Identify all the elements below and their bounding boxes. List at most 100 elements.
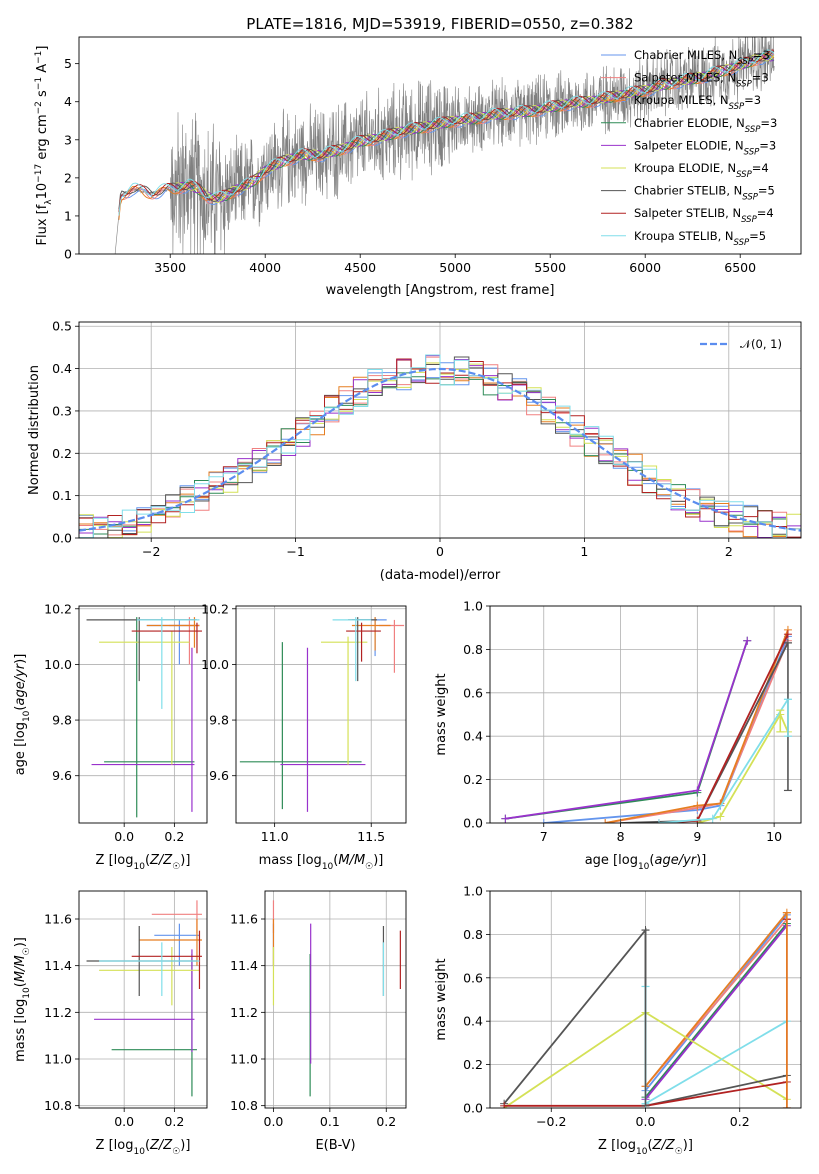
x-tick-label: 8 [617,829,625,844]
y-tick-label: 0.6 [463,685,483,700]
mass-weight-line [658,698,789,823]
legend-label: Chabrier ELODIE, NSSP=3 [634,116,777,135]
age-vs-Z-axes: 0.0 0.29.69.810.010.2Z [log10(Z/Z☉)]age [… [13,601,208,872]
axes-frame [78,605,208,824]
label-part: )] [373,853,383,868]
y-axis-label: Flux [fλ10−17 erg cm−2 s−1 A−1] [34,46,54,246]
x-tick-label: −1 [286,544,304,559]
x-tick-label: 3500 [154,260,186,275]
y-tick-label: 0 [64,247,72,262]
label-part: A [35,64,50,77]
mass-weight-line [605,629,789,823]
x-axis-label: Z [log10(Z/Z☉)] [96,853,191,872]
legend-part: =3 [759,138,776,152]
age-vs-mass-plot-area [239,617,405,812]
y-tick-label: 0.2 [463,1057,483,1072]
x-tick-label: 0.2 [164,829,184,844]
label-part: mass [log [13,999,28,1062]
label-part: Z [log [96,1138,134,1153]
label-part: )] [180,853,190,868]
model-spectrum-line [118,49,775,213]
label-part: ( [13,706,28,711]
legend-part: SSP [736,80,752,90]
x-tick-label: 5500 [534,260,566,275]
y-tick-label: 0.2 [463,772,483,787]
label-part: )] [13,654,28,664]
y-tick-label: 9.6 [209,768,229,783]
y-axis-label: age [log10(age/yr)] [13,654,32,776]
x-tick-label: 1 [580,544,588,559]
legend-part: =5 [758,184,775,198]
legend-part: =4 [752,161,769,175]
legend-label: Salpeter ELODIE, NSSP=3 [634,138,776,157]
mass-weight-line [605,640,789,823]
x-axis-label: Z [log10(Z/Z☉)] [96,1138,191,1157]
spectrum-axes: 3500 4000 4500 5000 5500 6000 6500 0 1 2 3 4 5 Chabri… [34,36,802,298]
legend-part: =4 [757,206,774,220]
massweight-vs-age-plot-area [501,625,792,823]
residuals-axes: −2 −1 0 1 2 0.0 0.1 0.2 0.3 0.4 0.5 𝒩(0, 1) (data-mo… [27,319,802,583]
label-part: Z [log [598,1138,636,1153]
legend-part: SSP [736,170,752,180]
label-part: 10 [22,987,32,999]
mass-weight-line [644,925,788,1100]
label-part: age/yr [13,662,28,705]
y-tick-label: 10.8 [230,1098,258,1113]
axes-frame [78,890,208,1109]
legend-part: SSP [734,238,750,248]
x-tick-label: 11.0 [261,829,289,844]
legend-part: SSP [729,102,745,112]
x-tick-label: 4000 [249,260,281,275]
label-part: Z [log [96,853,134,868]
age-vs-mass-axes: 11.0 11.5 9.6 9.8 10.0 10.2 mass [log10(M/M☉)] [201,601,407,872]
legend-part: Salpeter STELIB, N [634,206,741,220]
label-part: 10 [35,183,50,200]
label-part: ( [333,853,338,868]
y-tick-label: 1 [64,208,72,223]
mass-weight-line [644,912,788,1087]
x-tick-label: 0.0 [636,1114,656,1129]
label-part: ☉ [22,947,32,955]
label-part: )] [696,853,706,868]
label-part: M/M [338,853,365,868]
chart-title: PLATE=1816, MJD=53919, FIBERID=0550, z=0… [246,15,633,33]
label-part: ☉ [675,1147,683,1157]
x-axis-label: (data-model)/error [380,568,501,583]
y-tick-label: 9.8 [209,713,229,728]
legend-label: Kroupa ELODIE, NSSP=4 [634,161,769,180]
axes-frame [489,890,802,1109]
y-tick-label: 0.6 [463,970,483,985]
y-tick-label: 9.8 [52,713,72,728]
x-axis-label: E(B-V) [315,1138,355,1153]
label-part: −17 [34,164,44,183]
y-axis-label: Normed distribution [27,365,42,495]
x-tick-label: 9 [693,829,701,844]
age-vs-Z-plot-area [86,617,202,818]
label-part: )] [180,1138,190,1153]
model-spectrum-line [118,49,775,216]
legend-label: Chabrier MILES, NSSP=3 [634,48,770,67]
x-tick-label: 11.5 [357,829,385,844]
y-axis-label: mass weight [434,958,449,1040]
label-part: ( [649,853,654,868]
x-tick-label: 6500 [724,260,756,275]
x-tick-label: 0 [436,544,444,559]
model-spectrum-line [174,53,775,202]
x-tick-label: 0.2 [730,1114,750,1129]
axes-frame [264,890,407,1109]
x-tick-label: 0.2 [164,1114,184,1129]
y-axis-label: mass [log10(M/M☉)] [13,937,32,1062]
label-part: ] [35,46,50,51]
legend-part: Kroupa ELODIE, N [634,161,736,175]
x-tick-label: 0.0 [264,1114,284,1129]
mass-weight-line [620,642,789,823]
y-tick-label: 11.2 [230,1005,258,1020]
y-tick-label: 0.8 [463,927,483,942]
y-tick-label: 0.2 [52,446,72,461]
label-part: 10 [636,1147,648,1157]
x-tick-label: 7 [540,829,548,844]
legend-part: Chabrier STELIB, N [634,184,742,198]
x-axis-label: age [log10(age/yr)] [585,853,707,872]
y-tick-label: 0.4 [463,1014,483,1029]
